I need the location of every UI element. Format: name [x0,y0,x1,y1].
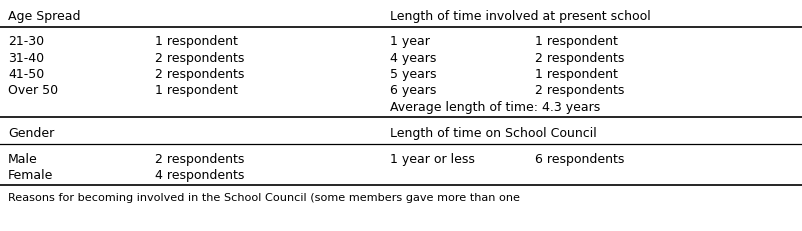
Text: 1 year or less: 1 year or less [390,152,475,165]
Text: 2 respondents: 2 respondents [535,52,625,65]
Text: 4 years: 4 years [390,52,436,65]
Text: Gender: Gender [8,126,55,139]
Text: Average length of time: 4.3 years: Average length of time: 4.3 years [390,100,600,113]
Text: 6 respondents: 6 respondents [535,152,625,165]
Text: 41-50: 41-50 [8,68,44,81]
Text: Reasons for becoming involved in the School Council (some members gave more than: Reasons for becoming involved in the Sch… [8,192,520,202]
Text: 31-40: 31-40 [8,52,44,65]
Text: 1 respondent: 1 respondent [535,35,618,48]
Text: 1 respondent: 1 respondent [155,35,238,48]
Text: 5 years: 5 years [390,68,436,81]
Text: 1 year: 1 year [390,35,430,48]
Text: Over 50: Over 50 [8,84,58,97]
Text: Male: Male [8,152,38,165]
Text: 4 respondents: 4 respondents [155,168,245,181]
Text: 2 respondents: 2 respondents [155,152,245,165]
Text: Female: Female [8,168,54,181]
Text: 1 respondent: 1 respondent [155,84,238,97]
Text: Length of time on School Council: Length of time on School Council [390,126,597,139]
Text: Age Spread: Age Spread [8,10,80,23]
Text: 1 respondent: 1 respondent [535,68,618,81]
Text: 21-30: 21-30 [8,35,44,48]
Text: Length of time involved at present school: Length of time involved at present schoo… [390,10,650,23]
Text: 6 years: 6 years [390,84,436,97]
Text: 2 respondents: 2 respondents [155,68,245,81]
Text: 2 respondents: 2 respondents [535,84,625,97]
Text: 2 respondents: 2 respondents [155,52,245,65]
